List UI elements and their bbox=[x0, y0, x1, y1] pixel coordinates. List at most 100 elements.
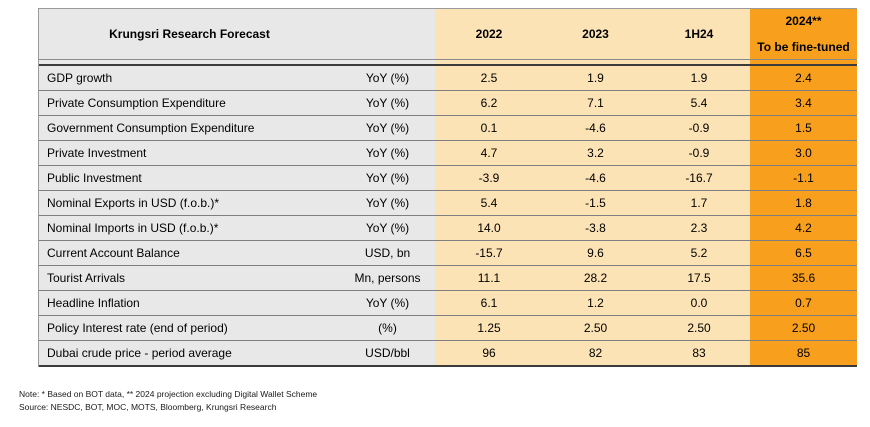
row-label: Headline Inflation bbox=[39, 291, 340, 315]
value-1h24: -0.9 bbox=[648, 141, 750, 165]
table-header-row: Krungsri Research Forecast 2022 2023 1H2… bbox=[39, 9, 857, 59]
value-2024: -1.1 bbox=[750, 166, 857, 190]
row-unit: Mn, persons bbox=[340, 266, 435, 290]
row-unit: (%) bbox=[340, 316, 435, 340]
column-header-2024: 2024** To be fine-tuned bbox=[750, 9, 857, 59]
value-2023: 7.1 bbox=[543, 91, 648, 115]
row-label: Policy Interest rate (end of period) bbox=[39, 316, 340, 340]
table-row: Current Account Balance USD, bn -15.7 9.… bbox=[39, 241, 857, 266]
header-separator bbox=[39, 59, 857, 66]
column-header-2023: 2023 bbox=[543, 9, 648, 59]
value-2024: 1.8 bbox=[750, 191, 857, 215]
row-label: Tourist Arrivals bbox=[39, 266, 340, 290]
value-1h24: 1.7 bbox=[648, 191, 750, 215]
row-label: Dubai crude price - period average bbox=[39, 341, 340, 365]
value-1h24: 5.2 bbox=[648, 241, 750, 265]
row-unit: YoY (%) bbox=[340, 191, 435, 215]
value-2022: 0.1 bbox=[435, 116, 543, 140]
value-2023: -3.8 bbox=[543, 216, 648, 240]
value-2024: 2.4 bbox=[750, 66, 857, 90]
table-title: Krungsri Research Forecast bbox=[39, 9, 340, 59]
value-2022: 5.4 bbox=[435, 191, 543, 215]
row-unit: YoY (%) bbox=[340, 291, 435, 315]
row-label: Current Account Balance bbox=[39, 241, 340, 265]
value-1h24: 0.0 bbox=[648, 291, 750, 315]
value-2023: 2.50 bbox=[543, 316, 648, 340]
value-2022: 11.1 bbox=[435, 266, 543, 290]
value-2022: 6.1 bbox=[435, 291, 543, 315]
value-2022: 14.0 bbox=[435, 216, 543, 240]
value-1h24: -16.7 bbox=[648, 166, 750, 190]
value-2024: 3.0 bbox=[750, 141, 857, 165]
source-line: Source: NESDC, BOT, MOC, MOTS, Bloomberg… bbox=[19, 402, 277, 412]
footnotes: Note: * Based on BOT data, ** 2024 proje… bbox=[19, 388, 317, 414]
table-row: Government Consumption Expenditure YoY (… bbox=[39, 116, 857, 141]
table-row: Policy Interest rate (end of period) (%)… bbox=[39, 316, 857, 341]
forecast-note-label: To be fine-tuned bbox=[757, 40, 850, 54]
row-label: Government Consumption Expenditure bbox=[39, 116, 340, 140]
table-row: Public Investment YoY (%) -3.9 -4.6 -16.… bbox=[39, 166, 857, 191]
value-2022: 1.25 bbox=[435, 316, 543, 340]
table-row: Nominal Imports in USD (f.o.b.)* YoY (%)… bbox=[39, 216, 857, 241]
column-header-1h24: 1H24 bbox=[648, 9, 750, 59]
row-unit: USD, bn bbox=[340, 241, 435, 265]
forecast-year-label: 2024** bbox=[785, 14, 822, 28]
row-label: GDP growth bbox=[39, 66, 340, 90]
value-2023: 3.2 bbox=[543, 141, 648, 165]
value-2022: -15.7 bbox=[435, 241, 543, 265]
value-1h24: 83 bbox=[648, 341, 750, 365]
row-unit: YoY (%) bbox=[340, 166, 435, 190]
value-2024: 3.4 bbox=[750, 91, 857, 115]
row-unit: YoY (%) bbox=[340, 116, 435, 140]
value-2022: 4.7 bbox=[435, 141, 543, 165]
value-1h24: 1.9 bbox=[648, 66, 750, 90]
row-label: Private Investment bbox=[39, 141, 340, 165]
table-row: Tourist Arrivals Mn, persons 11.1 28.2 1… bbox=[39, 266, 857, 291]
value-2024: 4.2 bbox=[750, 216, 857, 240]
value-2023: 1.2 bbox=[543, 291, 648, 315]
row-unit: YoY (%) bbox=[340, 216, 435, 240]
value-2024: 85 bbox=[750, 341, 857, 365]
value-2024: 2.50 bbox=[750, 316, 857, 340]
forecast-table: Krungsri Research Forecast 2022 2023 1H2… bbox=[38, 8, 857, 367]
row-label: Public Investment bbox=[39, 166, 340, 190]
value-1h24: 17.5 bbox=[648, 266, 750, 290]
value-2022: 2.5 bbox=[435, 66, 543, 90]
row-label: Nominal Exports in USD (f.o.b.)* bbox=[39, 191, 340, 215]
table-row: GDP growth YoY (%) 2.5 1.9 1.9 2.4 bbox=[39, 66, 857, 91]
table-row: Headline Inflation YoY (%) 6.1 1.2 0.0 0… bbox=[39, 291, 857, 316]
value-1h24: -0.9 bbox=[648, 116, 750, 140]
row-label: Nominal Imports in USD (f.o.b.)* bbox=[39, 216, 340, 240]
table-row: Private Consumption Expenditure YoY (%) … bbox=[39, 91, 857, 116]
column-header-2022: 2022 bbox=[435, 9, 543, 59]
row-label: Private Consumption Expenditure bbox=[39, 91, 340, 115]
table-row: Dubai crude price - period average USD/b… bbox=[39, 341, 857, 367]
table-row: Nominal Exports in USD (f.o.b.)* YoY (%)… bbox=[39, 191, 857, 216]
value-2024: 0.7 bbox=[750, 291, 857, 315]
value-2023: -1.5 bbox=[543, 191, 648, 215]
value-2022: -3.9 bbox=[435, 166, 543, 190]
value-2023: 82 bbox=[543, 341, 648, 365]
value-2022: 96 bbox=[435, 341, 543, 365]
value-1h24: 2.50 bbox=[648, 316, 750, 340]
value-2024: 1.5 bbox=[750, 116, 857, 140]
value-2022: 6.2 bbox=[435, 91, 543, 115]
value-2023: 9.6 bbox=[543, 241, 648, 265]
table-row: Private Investment YoY (%) 4.7 3.2 -0.9 … bbox=[39, 141, 857, 166]
row-unit: USD/bbl bbox=[340, 341, 435, 365]
row-unit: YoY (%) bbox=[340, 141, 435, 165]
row-unit: YoY (%) bbox=[340, 91, 435, 115]
value-2023: -4.6 bbox=[543, 166, 648, 190]
table-body: GDP growth YoY (%) 2.5 1.9 1.9 2.4 Priva… bbox=[39, 66, 857, 367]
row-unit: YoY (%) bbox=[340, 66, 435, 90]
value-2023: -4.6 bbox=[543, 116, 648, 140]
value-2023: 28.2 bbox=[543, 266, 648, 290]
value-1h24: 2.3 bbox=[648, 216, 750, 240]
unit-column-header bbox=[340, 9, 435, 59]
note-line: Note: * Based on BOT data, ** 2024 proje… bbox=[19, 389, 318, 399]
value-2024: 35.6 bbox=[750, 266, 857, 290]
value-1h24: 5.4 bbox=[648, 91, 750, 115]
value-2023: 1.9 bbox=[543, 66, 648, 90]
value-2024: 6.5 bbox=[750, 241, 857, 265]
